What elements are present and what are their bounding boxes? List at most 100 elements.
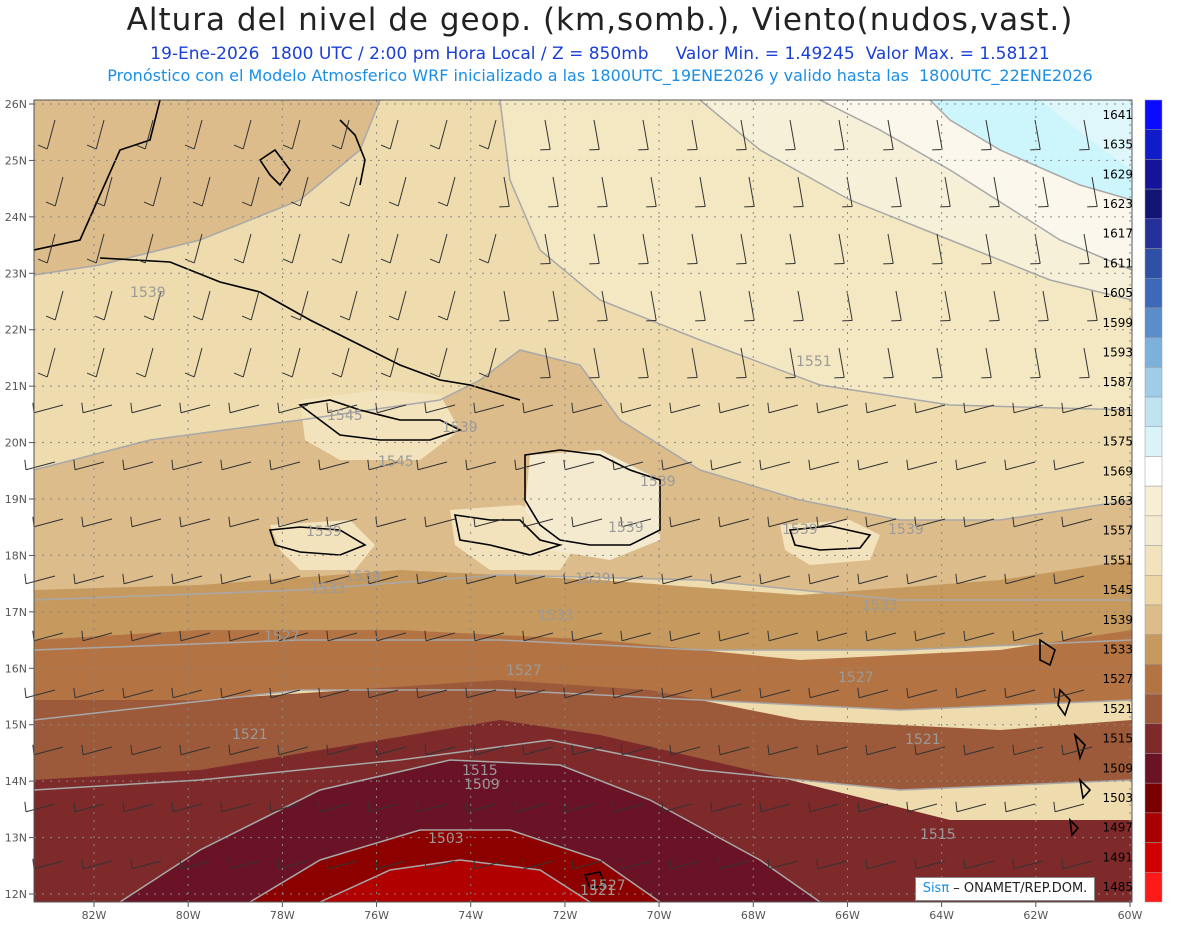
wind-barb-flag	[963, 744, 966, 755]
wind-barb	[866, 860, 897, 870]
wind-barb	[552, 176, 559, 207]
wind-barb	[466, 575, 497, 585]
wind-barb-flag	[429, 258, 440, 264]
wind-barb	[956, 461, 987, 471]
wind-barb-flag	[388, 201, 399, 207]
wind-barb-flag	[1053, 687, 1056, 698]
wind-barb	[719, 860, 750, 870]
contour-label: 1509	[464, 777, 500, 793]
colorbar-label: 1497	[1102, 821, 1133, 835]
wind-barb-flag	[367, 573, 370, 584]
wind-barb	[229, 404, 260, 414]
wind-barb	[270, 575, 301, 585]
wind-barb-flag	[277, 630, 280, 641]
wind-barb	[789, 233, 796, 264]
wind-barb-flag	[710, 459, 713, 470]
wind-barb-flag	[367, 801, 370, 812]
wind-barb-flag	[37, 144, 48, 150]
wind-barb-flag	[130, 402, 133, 413]
wind-barb	[1005, 689, 1036, 699]
wind-barb	[278, 518, 309, 528]
wind-barb-flag	[179, 402, 182, 413]
wind-barb-flag	[86, 258, 97, 264]
wind-barb	[466, 461, 497, 471]
colorbar-label: 1641	[1102, 108, 1133, 122]
wind-barb	[389, 233, 399, 264]
wind-barb-flag	[331, 144, 342, 150]
wind-barb	[719, 404, 750, 414]
contour-label: 1539	[888, 522, 924, 538]
wind-barb	[229, 518, 260, 528]
wind-barb	[564, 575, 595, 585]
wind-barb	[670, 746, 701, 756]
wind-barb-flag	[73, 459, 76, 470]
wind-barb	[956, 575, 987, 585]
wind-barb-flag	[955, 687, 958, 698]
wind-barb-flag	[816, 516, 819, 527]
wind-barb	[523, 632, 554, 642]
wind-barb-flag	[192, 315, 203, 321]
wind-barb	[250, 176, 260, 207]
wind-barb-flag	[914, 402, 917, 413]
colorbar-label: 1605	[1102, 286, 1133, 300]
wind-barb-flag	[326, 630, 329, 641]
wind-barb-flag	[424, 630, 427, 641]
wind-barb	[368, 689, 399, 699]
contour-label: 1539	[306, 524, 342, 540]
lat-tick-label: 18N	[5, 549, 27, 562]
wind-barb-flag	[522, 630, 525, 641]
wind-barb-flag	[669, 402, 672, 413]
wind-barb-flag	[571, 402, 574, 413]
colorbar-label: 1509	[1102, 761, 1133, 775]
colorbar-swatch	[1144, 782, 1163, 814]
wind-barb-flag	[81, 744, 84, 755]
wind-barb	[221, 689, 252, 699]
wind-barb	[1083, 347, 1090, 378]
lat-tick-label: 19N	[5, 493, 27, 506]
colorbar-swatch	[1144, 218, 1163, 249]
lat-tick-label: 16N	[5, 662, 27, 675]
wind-barb-flag	[282, 372, 293, 378]
wind-barb-flag	[767, 744, 770, 755]
wind-barb	[348, 290, 358, 321]
wind-barb-flag	[73, 573, 76, 584]
wind-barb	[621, 518, 652, 528]
wind-barb	[642, 233, 649, 264]
wind-barb	[1034, 233, 1041, 264]
wind-barb	[662, 575, 693, 585]
wind-barb-flag	[81, 630, 84, 641]
wind-barb	[1062, 746, 1093, 756]
wind-barb	[564, 461, 595, 471]
wind-barb-flag	[326, 402, 329, 413]
wind-barb-flag	[759, 801, 762, 812]
wind-barb	[242, 119, 252, 150]
wind-barb	[650, 290, 657, 321]
colorbar-label: 1527	[1102, 672, 1133, 686]
wind-barb	[376, 518, 407, 528]
wind-barb	[82, 632, 113, 642]
colorbar-label: 1515	[1102, 732, 1133, 746]
wind-barb-flag	[816, 858, 819, 869]
wind-barb	[768, 404, 799, 414]
wind-barb-flag	[122, 459, 125, 470]
wind-barb	[523, 746, 554, 756]
contour-label: 1533	[310, 581, 346, 597]
wind-barb-flag	[45, 315, 56, 321]
wind-barb-flag	[865, 516, 868, 527]
wind-barb-flag	[465, 687, 468, 698]
wind-barb	[662, 803, 693, 813]
wind-barb-flag	[277, 744, 280, 755]
lat-tick-label: 20N	[5, 437, 27, 450]
contour-label: 1521	[232, 727, 268, 743]
wind-barb-flag	[661, 573, 664, 584]
contour-label: 1551	[796, 354, 832, 370]
wind-barb-flag	[914, 744, 917, 755]
wind-barb	[768, 632, 799, 642]
wind-barb	[368, 575, 399, 585]
wind-barb	[278, 404, 309, 414]
lon-tick-label: 62W	[1023, 909, 1048, 922]
wind-barb-flag	[318, 459, 321, 470]
wind-barb	[180, 518, 211, 528]
wind-barb	[327, 518, 358, 528]
wind-barb-flag	[522, 858, 525, 869]
